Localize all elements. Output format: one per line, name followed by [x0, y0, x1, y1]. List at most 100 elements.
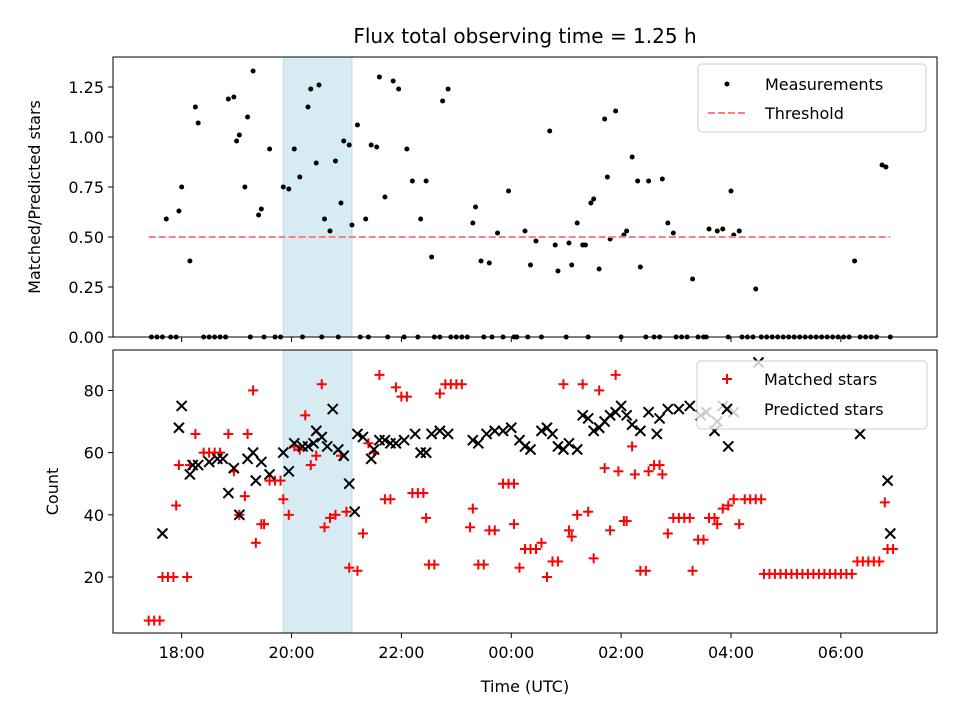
matched-star-point	[563, 525, 574, 536]
measurement-point	[338, 200, 344, 206]
x-tick-label: 22:00	[378, 643, 424, 662]
measurement-point	[582, 242, 588, 248]
measurement-point	[646, 178, 652, 184]
measurement-point	[473, 204, 479, 210]
predicted-star-point	[316, 431, 328, 443]
matched-star-point	[357, 528, 368, 539]
measurement-point	[527, 262, 533, 268]
matched-star-point	[723, 500, 734, 511]
predicted-star-point	[626, 418, 638, 431]
matched-star-point	[627, 441, 638, 452]
predicted-star-point	[327, 403, 339, 415]
predicted-star-point	[343, 478, 355, 490]
predicted-star-point	[442, 428, 454, 440]
predicted-star-point	[519, 440, 531, 453]
measurement-point	[852, 258, 858, 264]
measurement-point	[179, 184, 185, 190]
chart-title: Flux total observing time = 1.25 h	[353, 24, 696, 48]
measurement-point	[163, 216, 169, 222]
matched-star-point	[643, 466, 654, 477]
matched-star-point	[610, 369, 621, 380]
measurement-point	[429, 254, 435, 260]
top-shaded-interval	[282, 56, 353, 338]
matched-star-point	[330, 509, 341, 520]
measurement-point	[374, 144, 380, 150]
measurement-point	[486, 260, 492, 266]
measurement-point	[883, 164, 889, 170]
measurement-point	[445, 86, 451, 92]
matched-star-point	[390, 382, 401, 393]
predicted-star-point	[535, 425, 548, 437]
matched-star-point	[429, 559, 440, 570]
predicted-star-point	[854, 428, 866, 440]
measurement-point	[245, 114, 251, 120]
measurement-point	[602, 116, 608, 122]
predicted-star-point	[156, 527, 169, 540]
measurement-point	[440, 98, 446, 104]
measurement-point	[368, 142, 374, 148]
top-y-axis-label: Matched/Predicted stars	[25, 100, 44, 294]
measurement-point	[613, 108, 619, 114]
measurement-point	[706, 226, 712, 232]
measurement-point	[267, 146, 273, 152]
matched-star-point	[657, 469, 668, 480]
predicted-star-point	[563, 437, 575, 450]
predicted-star-point	[505, 422, 517, 434]
legend-predicted-marker	[721, 403, 733, 415]
matched-star-point	[662, 528, 673, 539]
measurement-point	[195, 120, 201, 126]
predicted-star-point	[467, 434, 479, 446]
matched-star-point	[385, 494, 396, 505]
measurement-point	[574, 220, 580, 226]
measurement-point	[286, 186, 292, 192]
legend-matched-label: Matched stars	[764, 370, 877, 389]
measurement-point	[720, 226, 726, 232]
predicted-star-point	[615, 400, 627, 412]
predicted-star-point	[662, 403, 674, 415]
matched-star-point	[734, 519, 745, 530]
matched-star-point	[239, 491, 250, 502]
predicted-star-point	[368, 443, 380, 456]
measurement-point	[313, 160, 319, 166]
predicted-star-point	[546, 428, 559, 440]
predicted-star-point	[288, 437, 300, 450]
measurement-point	[690, 276, 696, 282]
predicted-star-point	[524, 443, 537, 456]
matched-star-point	[698, 534, 709, 545]
bottom-shaded-interval	[282, 349, 353, 634]
predicted-star-point	[233, 509, 246, 521]
measurement-point	[555, 268, 561, 274]
predicted-star-point	[373, 434, 386, 446]
predicted-star-point	[604, 409, 616, 422]
predicted-star-point	[642, 406, 655, 418]
measurement-point	[192, 104, 198, 110]
measurement-point	[495, 230, 501, 236]
predicted-star-point	[434, 425, 446, 437]
predicted-star-point	[184, 468, 196, 481]
measurement-point	[231, 94, 237, 100]
matched-star-point	[629, 469, 640, 480]
predicted-star-point	[634, 425, 647, 437]
matched-star-point	[352, 565, 363, 576]
predicted-star-point	[365, 453, 377, 465]
predicted-star-point	[222, 487, 235, 499]
measurement-point	[390, 78, 396, 84]
measurement-point	[879, 162, 885, 168]
top-y-tick-label: 0.50	[68, 228, 104, 247]
predicted-star-point	[302, 440, 314, 453]
measurement-point	[714, 228, 720, 234]
measurement-point	[736, 228, 742, 234]
predicted-star-point	[684, 400, 696, 412]
matched-star-point	[341, 506, 352, 517]
measurement-point	[566, 240, 572, 246]
bottom-legend: Matched stars Predicted stars	[696, 360, 928, 430]
measurement-point	[346, 142, 352, 148]
matched-star-point	[530, 544, 541, 555]
matched-star-point	[717, 503, 728, 514]
measurement-point	[234, 138, 240, 144]
predicted-star-point	[582, 412, 594, 425]
measurement-point	[308, 86, 314, 92]
top-legend: Measurements Threshold	[697, 63, 927, 133]
predicted-star-point	[390, 437, 402, 450]
